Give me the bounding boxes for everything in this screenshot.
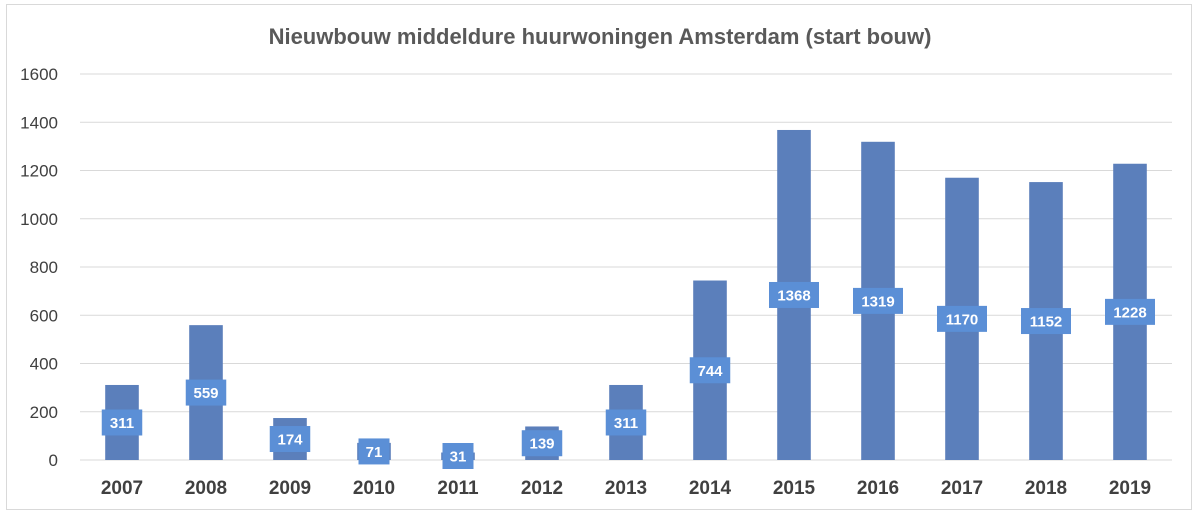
x-tick-label: 2007 [101,478,143,499]
data-label-box [1021,308,1071,335]
x-tick-label: 2016 [857,478,899,499]
data-label: 174 [277,432,303,449]
y-tick-label: 1600 [20,65,58,84]
x-tick-label: 2009 [269,478,311,499]
x-tick-label: 2019 [1109,478,1151,499]
data-label-box [1105,298,1155,325]
data-label-box [521,430,563,457]
data-label-box [605,409,647,436]
data-label: 31 [450,449,467,466]
data-label-box [185,379,227,406]
y-tick-label: 1200 [20,162,58,181]
data-label: 744 [697,363,723,380]
x-tick-label: 2014 [689,478,732,499]
x-tick-label: 2013 [605,478,647,499]
data-label: 71 [366,444,383,461]
data-label-box [853,287,903,314]
y-tick-label: 800 [30,258,58,277]
y-tick-label: 1000 [20,210,58,229]
x-tick-label: 2011 [437,478,479,499]
y-tick-label: 200 [30,403,58,422]
data-label: 1152 [1030,314,1063,331]
data-label-box [769,281,819,308]
x-tick-label: 2012 [521,478,563,499]
x-tick-label: 2017 [941,478,983,499]
data-label: 559 [193,385,218,402]
data-label: 1319 [861,293,894,310]
data-label: 139 [529,436,554,453]
data-label-box [101,409,143,436]
data-label-box [442,443,474,469]
y-tick-label: 400 [30,355,58,374]
data-labels: 311 559 174 71 31 139 311 744 1368 1319 1170 1152 12… [101,281,1155,469]
y-axis: 0 200 400 600 800 1000 1200 1400 1600 [20,65,58,470]
data-label: 1368 [777,287,810,304]
x-tick-label: 2018 [1025,478,1067,499]
data-label: 1228 [1113,304,1146,321]
gridlines [80,73,1172,461]
x-axis: 2007 2008 2009 2010 2011 2012 2013 2014 2015 2016… [101,478,1151,499]
data-label: 1170 [946,311,979,328]
data-label-box [937,305,987,332]
x-tick-label: 2015 [773,478,816,499]
data-label: 311 [614,415,638,432]
data-label-box [689,357,731,384]
y-tick-label: 600 [30,306,58,325]
data-label-box [269,426,311,453]
x-tick-label: 2010 [353,478,395,499]
x-tick-label: 2008 [185,478,227,499]
y-tick-label: 0 [49,451,58,470]
y-tick-label: 1400 [20,113,58,132]
chart-title: Nieuwbouw middeldure huurwoningen Amster… [269,24,932,49]
data-label: 311 [110,415,134,432]
data-label-box [358,438,390,465]
